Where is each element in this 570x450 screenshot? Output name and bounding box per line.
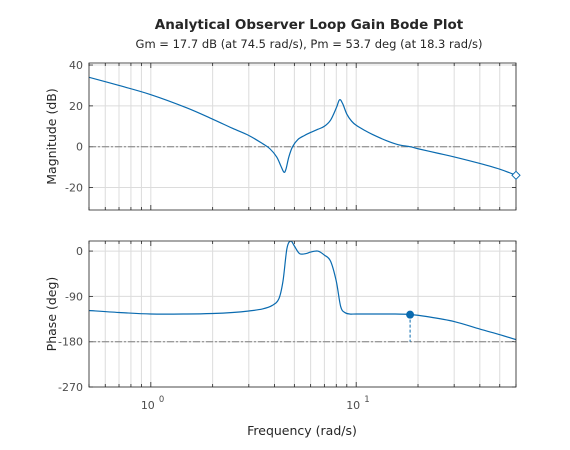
magnitude-axis-label: Magnitude (dB): [44, 88, 59, 184]
x-tick-label: 10: [346, 399, 360, 412]
gain-margin-marker: [512, 171, 520, 179]
x-tick-exponent: 0: [159, 395, 164, 405]
y-tick-label: -270: [58, 381, 83, 394]
x-tick-label: 10: [141, 399, 155, 412]
x-axis-label: Frequency (rad/s): [247, 423, 357, 438]
phase-margin-marker: [407, 311, 414, 318]
y-tick-label: 40: [69, 59, 83, 72]
phase-axis-label: Phase (deg): [44, 277, 59, 352]
phase-panel: -270 -180 -90 0 Phase (deg): [44, 241, 516, 394]
y-tick-label: 20: [69, 100, 83, 113]
y-tick-label: 0: [76, 141, 83, 154]
y-tick-label: 0: [76, 245, 83, 258]
chart-subtitle: Gm = 17.7 dB (at 74.5 rad/s), Pm = 53.7 …: [136, 37, 483, 51]
chart-title: Analytical Observer Loop Gain Bode Plot: [155, 17, 464, 33]
magnitude-panel: -20 0 20 40 Magnitude (dB): [44, 59, 520, 210]
y-tick-label: -20: [65, 182, 83, 195]
y-tick-label: -90: [65, 290, 83, 303]
y-tick-label: -180: [58, 336, 83, 349]
x-tick-labels: 10 0 10 1: [141, 395, 370, 412]
magnitude-curve: [89, 77, 516, 175]
phase-curve: [89, 241, 516, 340]
x-tick-exponent: 1: [364, 395, 369, 405]
